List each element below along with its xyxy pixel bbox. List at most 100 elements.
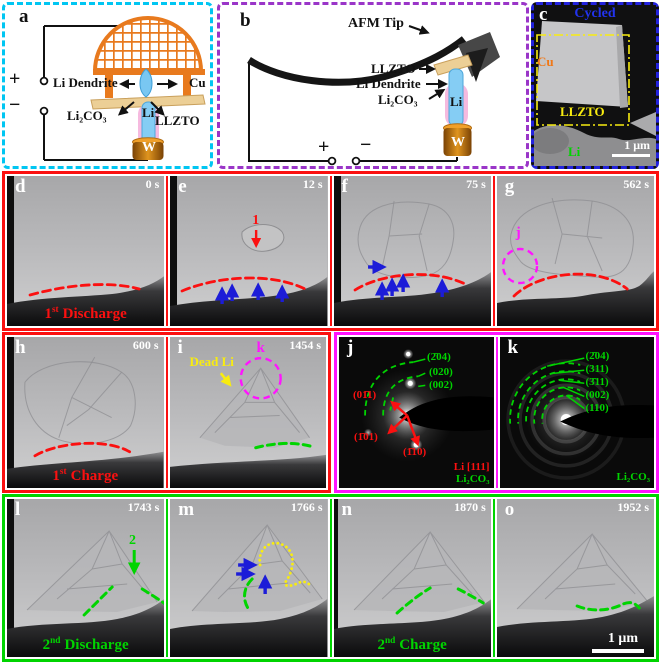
substrate-shape: [169, 454, 326, 488]
ring-label: (020): [429, 366, 453, 378]
substrate-shape: [170, 599, 328, 657]
beam-stop: [559, 404, 654, 439]
cycled-label: Cycled: [574, 6, 616, 21]
caption-first-discharge: 1st Discharge: [44, 305, 127, 323]
dead-li-dendrite: [199, 368, 310, 448]
dendrite-folds: [199, 367, 310, 439]
panel-divider: [329, 499, 332, 657]
panel-i: i 1454 s Dead Li k: [169, 337, 326, 488]
interface-dashed-line-right: [140, 587, 165, 606]
li-growth-arrows: [367, 259, 449, 300]
scale-bar: [592, 649, 644, 653]
li-label: Li: [450, 94, 463, 109]
panel-c-image: [534, 5, 656, 166]
substrate-shape: [333, 599, 491, 657]
ring-label: (3̄11): [585, 376, 609, 388]
panel-divider: [165, 337, 168, 488]
li-dissolution-arrows: [236, 557, 273, 594]
dendrite-outline: [24, 361, 136, 445]
ring-leader-lines: [546, 357, 585, 410]
dendrite-outline: [509, 199, 634, 278]
ring-leader-lines: [413, 358, 426, 388]
vacuum-edge: [170, 176, 178, 326]
panel-letter: b: [240, 10, 251, 31]
group-second-cycle: l 1743 s 2 2nd Discharge: [2, 494, 659, 662]
pillar-shade: [616, 25, 628, 108]
panel-k-diffraction: [499, 337, 654, 488]
dendrite-peak: [353, 532, 484, 612]
dendrite-folds: [353, 531, 485, 611]
li-grain: [630, 112, 656, 136]
region-k-circle: [239, 356, 282, 400]
interface-dashed-line-right: [456, 587, 485, 605]
cu-grid-dome: [92, 16, 204, 73]
group-diffraction: j (2̄04) (020) (002) (01̄1) (1̄01) (1̄10…: [334, 332, 659, 493]
dead-li-label: Dead Li: [189, 354, 234, 369]
interface-dashed-line-left: [395, 586, 432, 615]
timestamp: 1743 s: [127, 500, 160, 514]
spot-label: (1̄10): [403, 446, 427, 458]
panel-k: k (2̄04) (311) (3̄11) (002) (110) Li₂CO₃: [499, 337, 654, 488]
plus-terminal-label: +: [9, 68, 21, 90]
vacuum-edge: [333, 499, 338, 657]
grid-leg-left: [105, 75, 113, 98]
arrow-to-li2co3: [428, 88, 446, 100]
substrate-shape: [7, 451, 164, 488]
minus-terminal-label: −: [9, 94, 21, 116]
pushed-particle: [241, 224, 285, 252]
region-j-circle: [501, 247, 539, 285]
timestamp: 1870 s: [454, 500, 486, 514]
interface-dashed-line: [28, 283, 141, 297]
timestamp: 600 s: [132, 338, 159, 352]
timestamp: 0 s: [145, 177, 160, 191]
panel-i-image: [169, 337, 326, 488]
ring-label: (110): [585, 402, 609, 414]
w-label: W: [142, 140, 156, 155]
panel-b-schematic: [247, 25, 500, 166]
substrate-shape: [7, 276, 165, 326]
minus-terminal-label: −: [360, 134, 372, 156]
panel-o-image: [496, 499, 654, 657]
terminal-positive: [327, 156, 337, 166]
dendrite-peak: [27, 531, 158, 612]
panel-l: l 1743 s 2 2nd Discharge: [7, 499, 165, 657]
caption-first-charge: 1st Charge: [52, 467, 119, 485]
ring-label: (2̄04): [585, 350, 610, 362]
spot-label: (01̄1): [353, 389, 377, 401]
panel-n-image: [333, 499, 491, 657]
group-first-cycle-charge: h 600 s 1st Charge i 1454 s Dead Li: [2, 332, 331, 493]
dead-li-arrow: [219, 372, 232, 387]
li2co3-label: Li₂CO₃: [378, 92, 418, 107]
spot-label: (1̄01): [354, 431, 378, 443]
afm-tip: [466, 48, 488, 82]
timestamp: 1454 s: [289, 338, 321, 352]
row-first-charge-diffraction: h 600 s 1st Charge i 1454 s Dead Li: [2, 332, 659, 493]
li2co3-label: Li₂CO₃: [67, 108, 107, 123]
panel-d-image: [7, 176, 165, 326]
vacuum-edge: [333, 176, 341, 326]
legend-li2co3: Li₂CO₃: [616, 471, 651, 483]
w-label: W: [451, 135, 465, 150]
scale-bar-label: 1 μm: [624, 138, 650, 152]
li-spot-arrows: [387, 400, 420, 447]
substrate-shape: [496, 596, 654, 657]
caption-second-charge: 2nd Charge: [377, 636, 447, 654]
row-first-discharge: d 0 s 1st Discharge: [2, 171, 659, 331]
scale-bar: [612, 154, 650, 157]
panel-divider: [495, 337, 498, 488]
panel-g: g 562 s j: [496, 176, 654, 326]
vacuum-edge: [7, 176, 15, 326]
ring-label: (002): [585, 389, 610, 401]
li-dendrite-shape: [139, 68, 153, 98]
interface-dashed-line: [180, 276, 309, 293]
panel-b: b AFM Tip LLZTO Li Dendrite Li₂CO₃ Li W …: [217, 2, 529, 169]
panel-letter: o: [504, 499, 515, 520]
li-dendrite-label: Li Dendrite: [53, 75, 118, 90]
panel-divider: [329, 176, 332, 326]
panel-divider: [166, 176, 169, 326]
ring-label: (311): [585, 363, 609, 375]
w-cylinder: [132, 142, 164, 160]
substrate-shape: [7, 599, 165, 657]
dendrite-folds: [551, 197, 603, 272]
